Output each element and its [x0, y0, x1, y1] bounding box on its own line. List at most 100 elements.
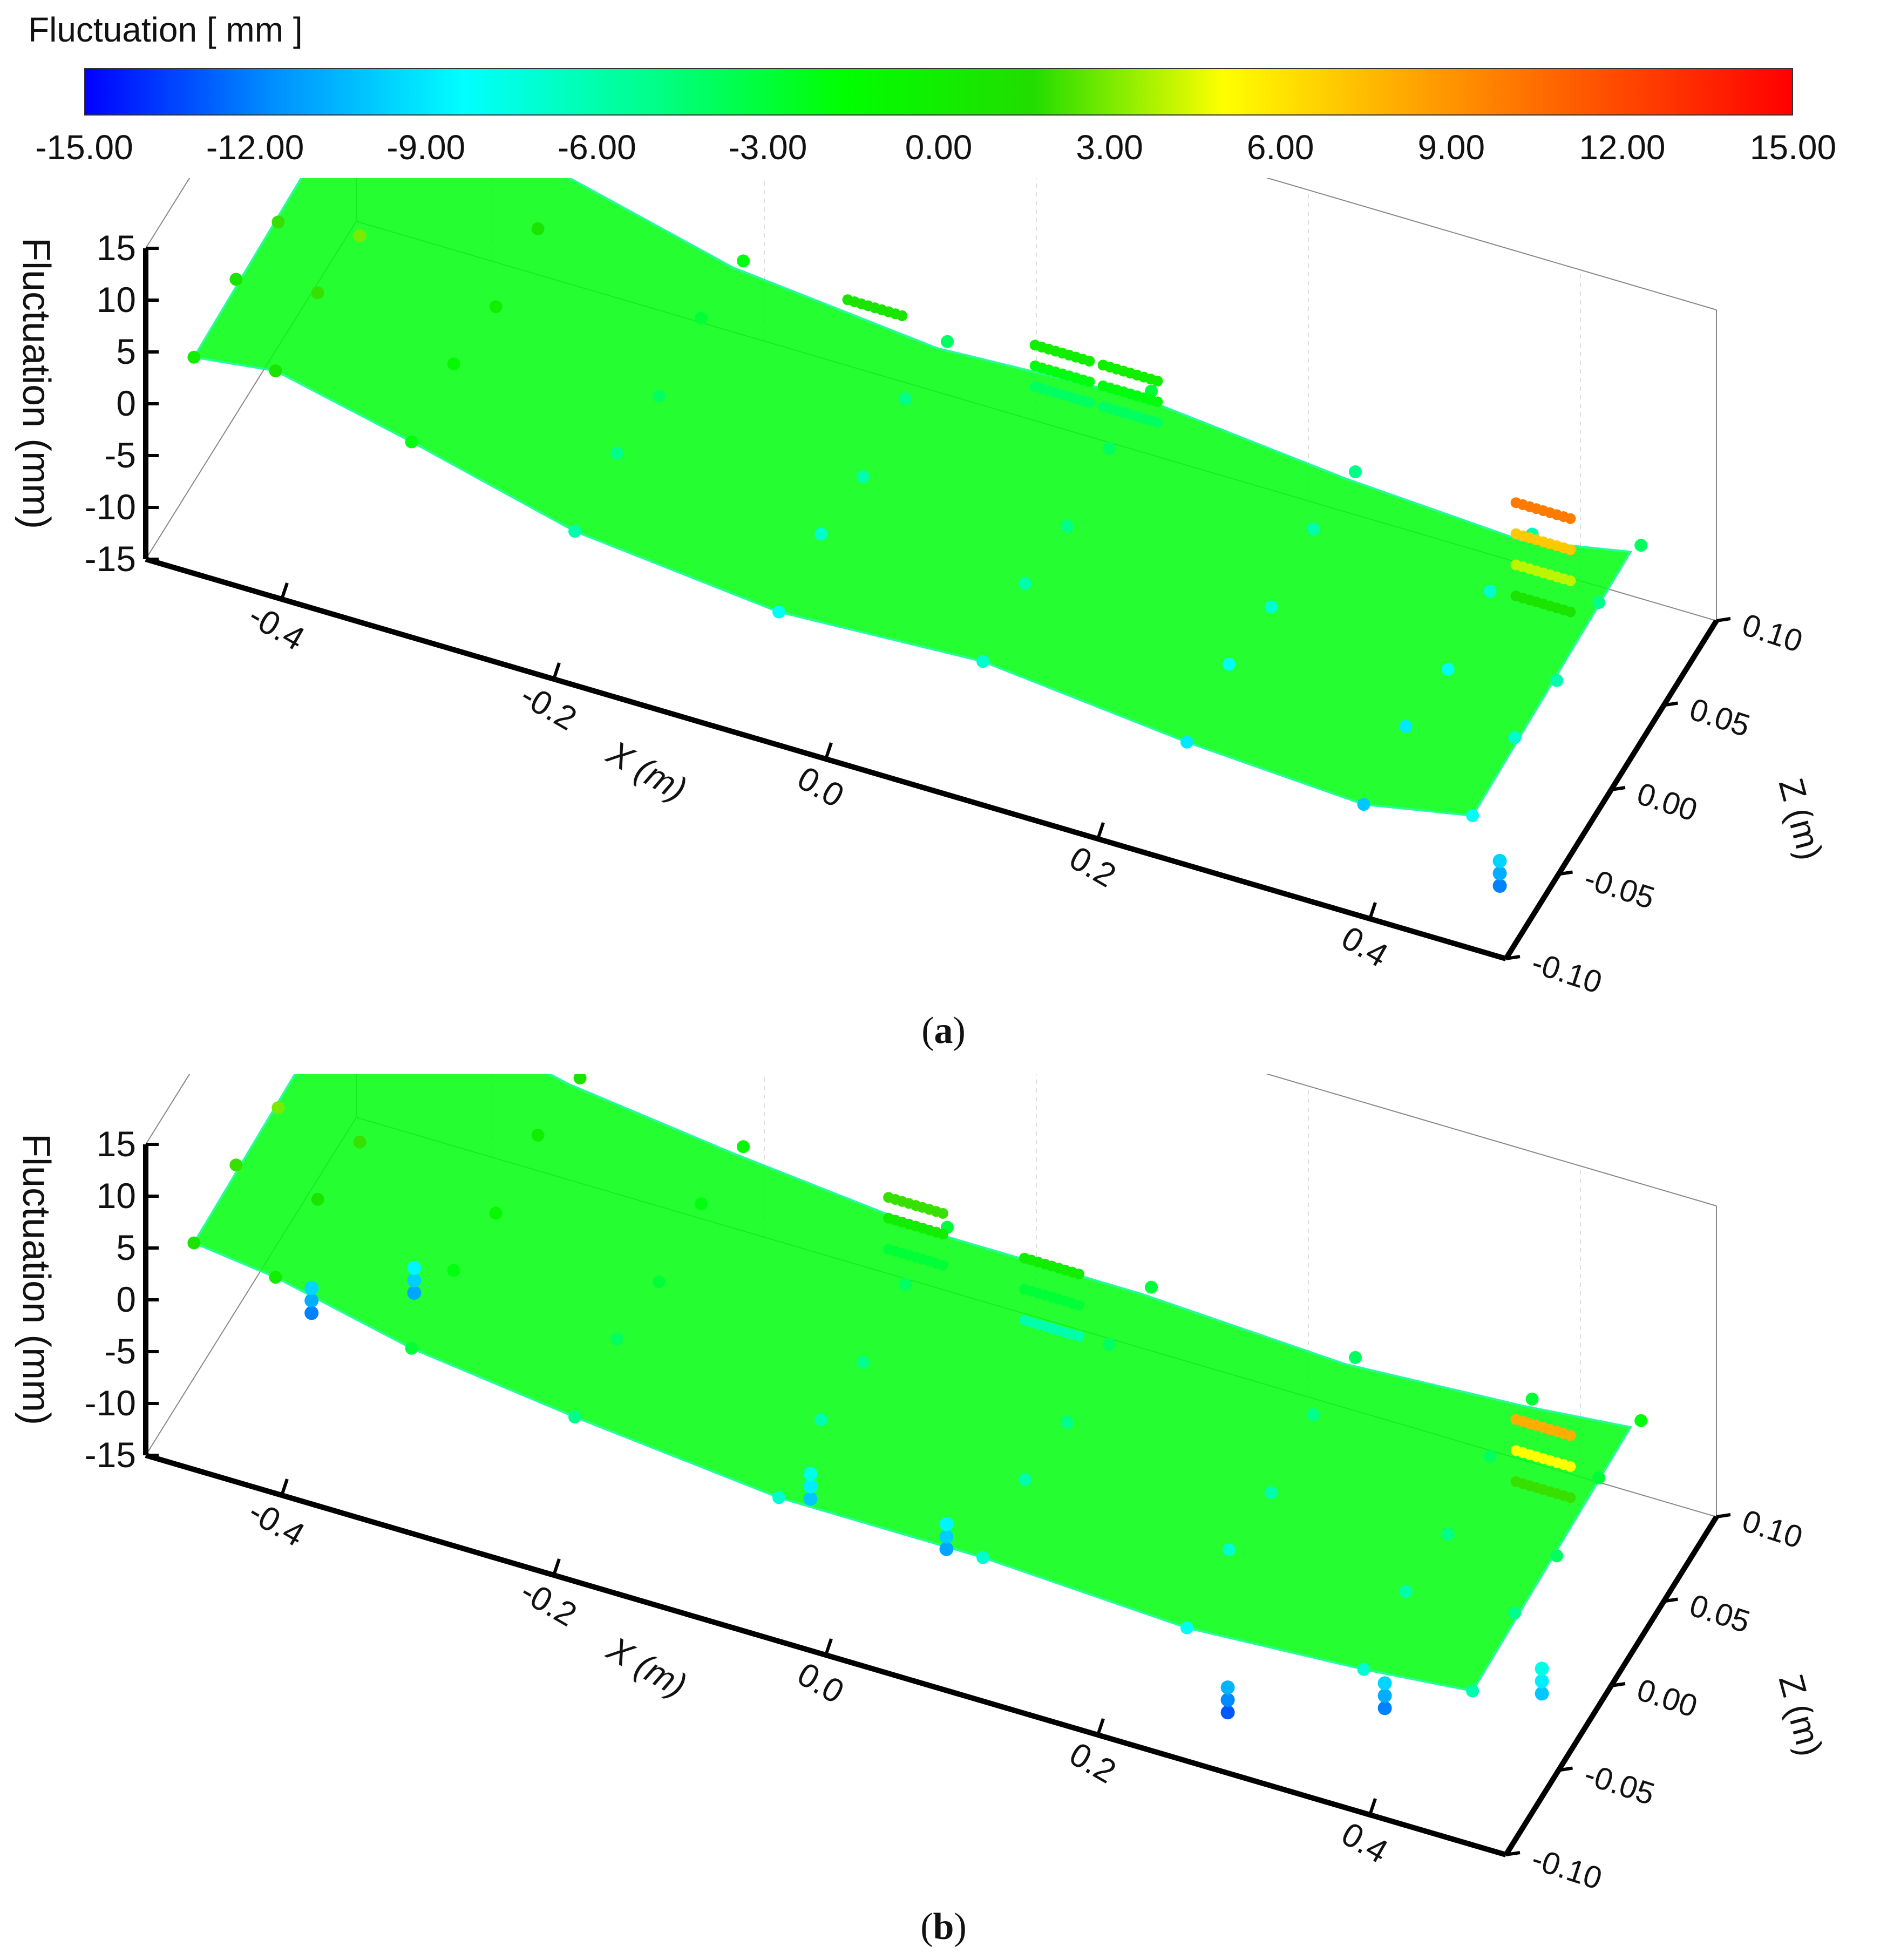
z-tick	[1716, 617, 1731, 622]
caption-a-open: (	[921, 1010, 934, 1052]
caption-a: (a)	[0, 1009, 1887, 1053]
surface-point	[1592, 1471, 1606, 1484]
outlier-point	[1377, 1701, 1392, 1715]
surface-point	[1357, 1663, 1370, 1676]
z-tick-label: -0.05	[1580, 860, 1659, 916]
surface-point	[489, 300, 503, 314]
surface-point	[229, 273, 243, 286]
surface-point	[1483, 1449, 1497, 1463]
surface-point	[269, 1271, 282, 1284]
x-tick	[824, 1638, 833, 1656]
surface-point	[976, 655, 989, 668]
outlier-point	[803, 1491, 818, 1506]
surface-point	[1441, 662, 1455, 676]
z-tick-label: 0.00	[1633, 1672, 1701, 1725]
spike-point	[937, 1208, 948, 1219]
caption-b-letter: b	[933, 1906, 954, 1948]
chart-panel-a: 15 10 5 0 -5 -10 -15 -0.4 -0.2 0.0 0.2 0.4 X (m) 0.10…	[0, 178, 1887, 999]
colorbar-tick: 15.00	[1749, 128, 1837, 167]
y-tick-label: 0	[116, 1279, 136, 1319]
x-axis-label: X (m)	[600, 1629, 693, 1705]
surface-point	[695, 311, 708, 325]
outlier-point	[803, 1467, 818, 1481]
z-tick	[1558, 870, 1573, 876]
z-tick	[1664, 1597, 1678, 1603]
surface-point	[1483, 585, 1497, 598]
z-tick	[1558, 1766, 1573, 1772]
surface-point	[1525, 1392, 1539, 1406]
y-tick-label: -15	[85, 539, 136, 579]
surface-point	[814, 1413, 827, 1426]
y-tick-label: 5	[116, 331, 136, 371]
colorbar-title: Fluctuation [ mm ]	[28, 10, 303, 49]
colorbar-tick: 12.00	[1579, 128, 1666, 167]
x-tick-label: 0.4	[1335, 1815, 1394, 1871]
colorbar-tick: -12.00	[206, 128, 304, 167]
surface-point	[1223, 1543, 1236, 1557]
surface-point	[1019, 1473, 1031, 1486]
x-tick	[280, 1479, 289, 1496]
surface-point	[653, 1275, 666, 1288]
colorbar-tick: -3.00	[728, 128, 807, 167]
surface-point	[568, 1410, 581, 1423]
spike-point	[1073, 1299, 1084, 1311]
spike-point	[1565, 1430, 1576, 1441]
z-tick-label: -0.10	[1528, 1841, 1606, 1895]
box-edge	[1266, 178, 1717, 310]
z-tick-label: 0.10	[1738, 607, 1807, 660]
surface-point	[1145, 1280, 1158, 1294]
colorbar-tick: -15.00	[35, 128, 133, 167]
x-tick	[1096, 822, 1105, 839]
y-tick-label: -15	[85, 1435, 136, 1475]
surface-point	[1508, 731, 1522, 744]
outlier-point	[407, 1273, 422, 1287]
caption-a-close: )	[953, 1010, 966, 1052]
outlier-point	[1377, 1688, 1392, 1703]
y-tick-label: 10	[97, 280, 136, 320]
outlier-point	[1535, 1661, 1549, 1676]
surface-point	[1399, 1585, 1413, 1598]
surface-point	[1349, 465, 1362, 478]
colorbar-tick: 9.00	[1417, 128, 1485, 167]
surface-point	[1550, 1549, 1564, 1563]
spike-point	[1565, 1461, 1576, 1472]
spike-point	[1084, 397, 1095, 408]
spike-point	[1565, 606, 1576, 618]
z-tick	[1611, 786, 1626, 791]
surface-point	[229, 1158, 243, 1172]
x-tick	[280, 582, 289, 600]
x-tick	[1368, 902, 1377, 919]
chart-a-ylabel: Fluctuation (mm)	[15, 238, 58, 530]
outlier-point	[1220, 1693, 1235, 1707]
surface-point	[1349, 1351, 1362, 1364]
surface-point	[1441, 1528, 1455, 1541]
surface-point	[1265, 1486, 1278, 1500]
y-tick-label: 5	[116, 1227, 136, 1267]
caption-a-letter: a	[934, 1010, 953, 1052]
y-tick-label: 10	[97, 1176, 136, 1216]
x-tick-label: 0.2	[1063, 839, 1122, 895]
z-tick	[1611, 1682, 1626, 1687]
outlier-point	[1492, 866, 1507, 880]
outlier-point	[407, 1260, 422, 1275]
surface-point	[1180, 1621, 1193, 1635]
colorbar-ticks: -15.00 -12.00 -9.00 -6.00 -3.00 0.00 3.00 6.00 9…	[0, 127, 1887, 176]
surface-point	[772, 1491, 785, 1504]
surface-point	[976, 1551, 989, 1564]
outlier-point	[939, 1517, 954, 1531]
surface-point	[1223, 657, 1236, 671]
x-tick-label: 0.2	[1063, 1735, 1122, 1791]
x-tick	[1096, 1718, 1105, 1735]
surface-point	[1550, 674, 1564, 687]
outlier-point	[1492, 879, 1507, 893]
surface-point	[187, 350, 201, 364]
outlier-point	[1377, 1676, 1392, 1691]
spike-point	[1073, 1331, 1084, 1342]
surface-point	[1466, 809, 1479, 822]
spike-point	[1152, 396, 1163, 408]
colorbar-tick: -9.00	[386, 128, 466, 167]
outlier-point	[1492, 853, 1507, 868]
surface-point	[737, 254, 750, 268]
